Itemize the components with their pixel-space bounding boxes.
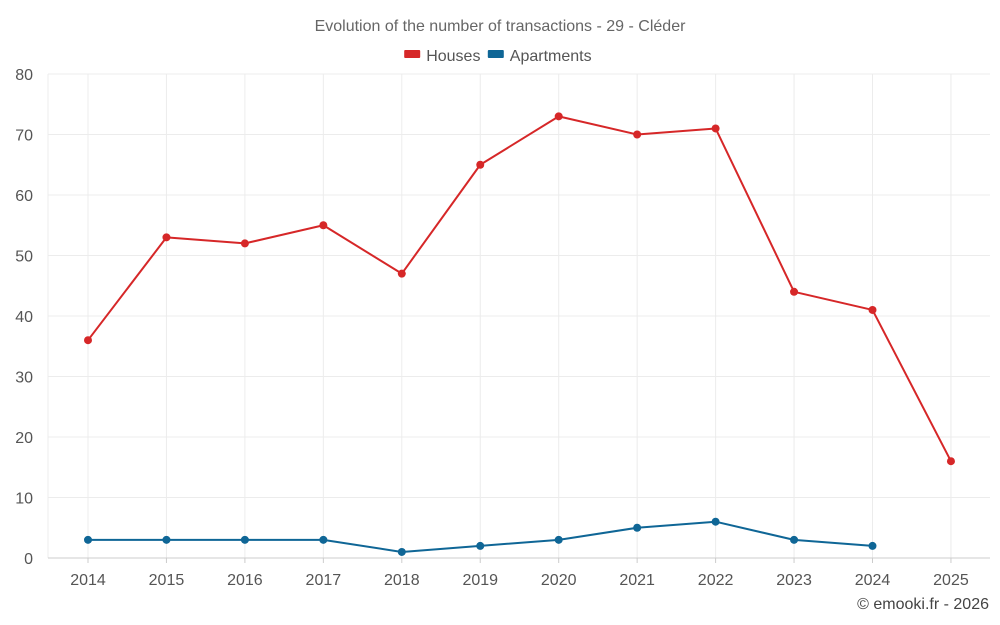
y-tick-label: 50 [15, 249, 33, 266]
data-point[interactable] [84, 535, 92, 544]
data-point[interactable] [946, 457, 955, 466]
y-tick-label: 30 [15, 370, 33, 387]
data-point[interactable] [476, 541, 485, 550]
x-tick-label: 2018 [384, 572, 420, 589]
data-point[interactable] [790, 535, 799, 544]
y-tick-label: 10 [15, 491, 33, 508]
data-point[interactable] [397, 547, 406, 556]
data-point[interactable] [633, 130, 642, 139]
y-tick-label: 60 [15, 188, 33, 205]
x-tick-label: 2025 [933, 572, 969, 589]
data-point[interactable] [240, 239, 249, 248]
legend-swatch [487, 50, 504, 58]
data-point[interactable] [554, 112, 563, 121]
x-tick-label: 2014 [70, 572, 106, 589]
legend[interactable]: Houses Apartments [404, 48, 592, 65]
legend-label: Houses [426, 48, 480, 65]
series-apartments [84, 517, 877, 556]
data-point[interactable] [240, 535, 249, 544]
x-tick-label: 2015 [149, 572, 185, 589]
x-tick-label: 2016 [227, 572, 263, 589]
x-axis: 2014 2015 2016 2017 2018 2019 2020 2021 2022 2023… [48, 557, 990, 589]
data-point[interactable] [476, 160, 485, 169]
data-point[interactable] [790, 287, 799, 296]
credit-text: © emooki.fr - 2026 [857, 596, 989, 613]
data-point[interactable] [162, 535, 171, 544]
x-tick-label: 2024 [855, 572, 891, 589]
data-point[interactable] [554, 535, 563, 544]
x-tick-label: 2023 [776, 572, 812, 589]
data-point[interactable] [711, 124, 720, 133]
y-tick-label: 80 [15, 67, 33, 84]
y-tick-label: 40 [15, 309, 33, 326]
x-tick-label: 2017 [306, 572, 342, 589]
legend-item-apartments[interactable]: Apartments [487, 48, 592, 65]
data-point[interactable] [868, 305, 877, 314]
data-point[interactable] [162, 233, 171, 242]
y-axis: 0 10 20 30 40 50 60 70 80 [15, 67, 33, 568]
y-tick-label: 0 [24, 551, 33, 568]
x-tick-label: 2022 [698, 572, 734, 589]
data-point[interactable] [319, 221, 328, 230]
grid [47, 73, 990, 558]
series-group [84, 112, 955, 556]
data-point[interactable] [868, 541, 877, 550]
y-tick-label: 20 [15, 430, 33, 447]
data-point[interactable] [84, 336, 92, 345]
y-tick-label: 70 [15, 128, 33, 145]
data-point[interactable] [711, 517, 720, 526]
data-point[interactable] [633, 523, 642, 532]
legend-item-houses[interactable]: Houses [404, 48, 480, 65]
series-line-houses [87, 115, 952, 462]
data-point[interactable] [319, 535, 328, 544]
series-houses [84, 112, 955, 466]
chart-title: Evolution of the number of transactions … [315, 18, 687, 35]
x-tick-label: 2020 [541, 572, 577, 589]
x-tick-label: 2019 [462, 572, 498, 589]
legend-swatch [404, 50, 421, 58]
data-point[interactable] [397, 269, 406, 278]
legend-label: Apartments [510, 48, 592, 65]
x-tick-label: 2021 [619, 572, 655, 589]
